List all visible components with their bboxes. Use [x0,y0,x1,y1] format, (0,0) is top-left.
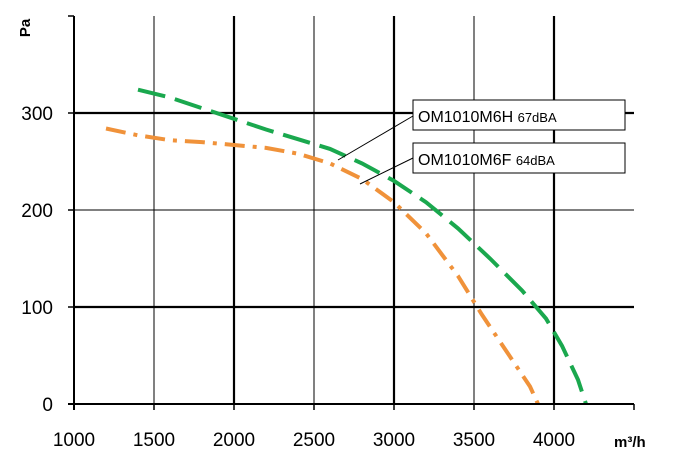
x-tick-label: 1000 [53,430,95,450]
series-layer [105,87,588,405]
legend-box [412,142,626,174]
legend-entry-0: OM1010M6H 67dBA [337,99,626,161]
y-tick-label: 100 [21,298,53,319]
legend-series-name: OM1010M6F [418,152,516,169]
series-line-0 [137,87,588,405]
legend: OM1010M6H 67dBA OM1010M6F 64dBA [337,99,626,185]
legend-entry-1: OM1010M6F 64dBA [359,142,626,185]
x-tick-label: 4000 [533,430,575,450]
y-tick-label: 300 [21,104,53,125]
legend-box [412,99,626,131]
legend-label: OM1010M6H 67dBA [418,109,557,126]
x-tick-label: 1500 [133,430,175,450]
series-line-1 [105,126,540,405]
x-tick-label: 2500 [293,430,335,450]
tick-labels: 1000 1500 2000 2500 3000 3500 4000 0 100 200 300 [21,104,575,450]
grid [74,16,634,404]
y-tick-label: 200 [21,201,53,222]
x-tick-label: 3500 [453,430,495,450]
y-axis-label: Pa [17,18,34,37]
x-tick-label: 2000 [213,430,255,450]
axes [68,15,635,410]
legend-leader-line [359,157,414,185]
legend-series-annotation: 64dBA [516,153,555,168]
x-axis-label: m³/h [614,434,646,450]
legend-series-annotation: 67dBA [518,110,557,125]
legend-label: OM1010M6F 64dBA [418,152,555,169]
x-tick-label: 3000 [373,430,415,450]
y-tick-label: 0 [42,395,53,416]
legend-series-name: OM1010M6H [418,109,518,126]
legend-leader-line [337,115,414,161]
